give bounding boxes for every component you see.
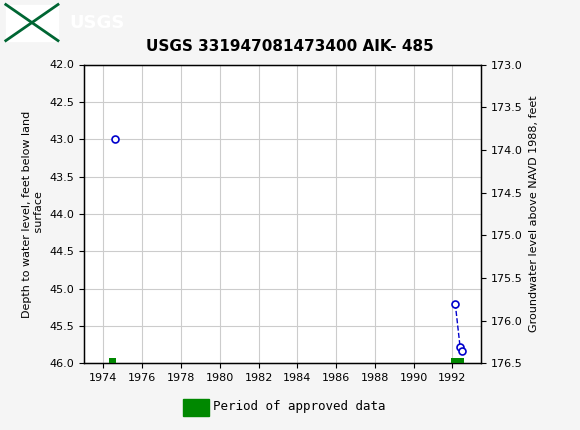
Y-axis label: Depth to water level, feet below land
 surface: Depth to water level, feet below land su…: [23, 111, 44, 317]
Text: USGS: USGS: [70, 14, 125, 31]
Y-axis label: Groundwater level above NAVD 1988, feet: Groundwater level above NAVD 1988, feet: [528, 95, 539, 332]
FancyBboxPatch shape: [6, 4, 58, 41]
Text: USGS 331947081473400 AIK- 485: USGS 331947081473400 AIK- 485: [146, 39, 434, 54]
Bar: [109, 358, 116, 363]
FancyBboxPatch shape: [183, 399, 209, 416]
Text: Period of approved data: Period of approved data: [213, 400, 386, 413]
Bar: [451, 358, 464, 363]
